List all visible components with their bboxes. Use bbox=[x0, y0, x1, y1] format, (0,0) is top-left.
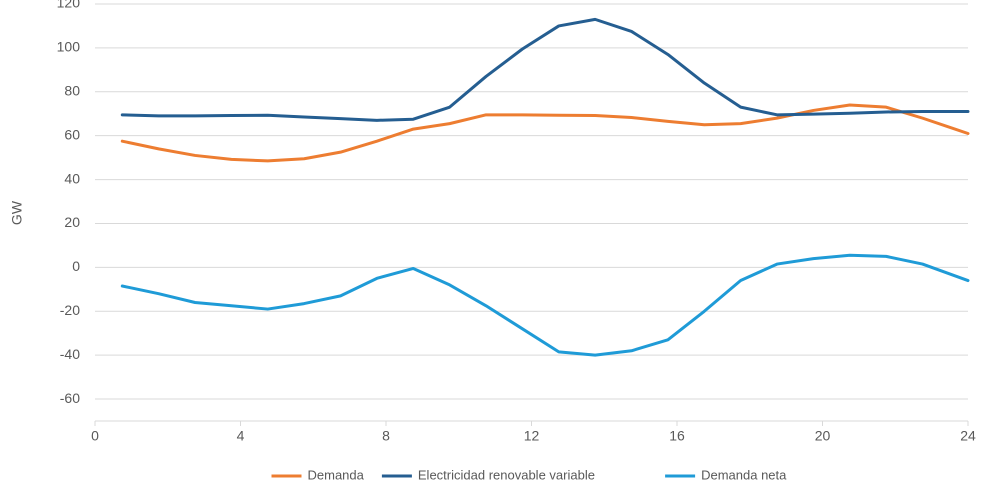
y-tick-label: 60 bbox=[64, 126, 80, 142]
y-tick-label: 80 bbox=[64, 82, 80, 98]
x-tick-label: 8 bbox=[382, 428, 390, 444]
x-tick-label: 16 bbox=[669, 428, 685, 444]
legend-label: Electricidad renovable variable bbox=[418, 467, 595, 482]
y-axis-label: GW bbox=[9, 200, 25, 225]
y-tick-label: 40 bbox=[64, 170, 80, 186]
y-tick-label: 20 bbox=[64, 214, 80, 230]
legend-label: Demanda neta bbox=[701, 467, 787, 482]
y-tick-label: 120 bbox=[57, 0, 81, 11]
series-line bbox=[120, 253, 970, 357]
series-line bbox=[120, 103, 970, 163]
x-tick-label: 4 bbox=[237, 428, 245, 444]
x-tick-label: 24 bbox=[960, 428, 976, 444]
y-tick-label: -60 bbox=[60, 390, 80, 406]
y-tick-label: -40 bbox=[60, 346, 80, 362]
y-tick-label: -20 bbox=[60, 302, 80, 318]
x-tick-label: 0 bbox=[91, 428, 99, 444]
series-line bbox=[120, 17, 970, 122]
y-tick-label: 100 bbox=[57, 39, 81, 55]
x-tick-label: 12 bbox=[524, 428, 540, 444]
x-tick-label: 20 bbox=[815, 428, 831, 444]
y-tick-label: 0 bbox=[72, 258, 80, 274]
legend-label: Demanda bbox=[308, 467, 365, 482]
